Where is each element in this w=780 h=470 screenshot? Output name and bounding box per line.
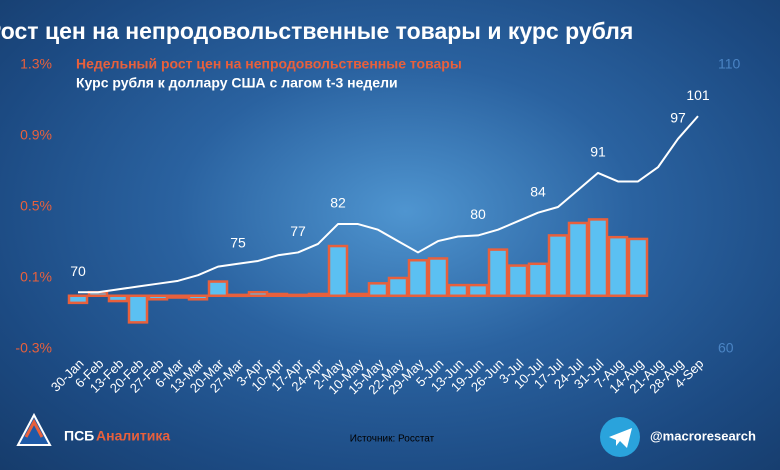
bar bbox=[267, 292, 289, 298]
bar bbox=[247, 290, 269, 298]
y-tick-label: 0.5% bbox=[20, 198, 52, 214]
legend-entry: Недельный рост цен на непродовольственны… bbox=[76, 56, 462, 72]
brand: ПСБ bbox=[64, 428, 94, 444]
legend-entry: Курс рубля к доллару США с лагом t-3 нед… bbox=[76, 75, 398, 91]
y-tick-label: 1.3% bbox=[20, 56, 52, 72]
bar bbox=[307, 292, 329, 298]
data-label: 82 bbox=[330, 195, 346, 211]
data-label: 75 bbox=[230, 235, 246, 251]
bar bbox=[347, 292, 369, 298]
bar bbox=[427, 257, 449, 298]
data-label: 80 bbox=[470, 206, 486, 222]
bar bbox=[127, 294, 149, 324]
bar bbox=[187, 294, 209, 301]
bar bbox=[207, 280, 229, 297]
bar bbox=[447, 283, 469, 298]
bar bbox=[107, 294, 129, 303]
data-label: 97 bbox=[670, 110, 686, 126]
bar bbox=[67, 294, 89, 305]
bar bbox=[567, 221, 589, 298]
bar bbox=[407, 259, 429, 297]
handle: @macroresearch bbox=[650, 428, 756, 443]
bar bbox=[327, 244, 349, 298]
line bbox=[78, 115, 699, 294]
chart-title: Рост цен на непродовольственные товары и… bbox=[0, 18, 633, 44]
bar bbox=[167, 294, 189, 299]
bar bbox=[607, 235, 629, 298]
data-label: 101 bbox=[686, 87, 710, 103]
bar bbox=[507, 264, 529, 298]
data-label: 91 bbox=[590, 144, 606, 160]
data-label: 70 bbox=[70, 263, 86, 279]
y-tick-label: 0.1% bbox=[20, 269, 52, 285]
y-tick-label: 0.9% bbox=[20, 127, 52, 143]
bar bbox=[547, 234, 569, 297]
data-label: 77 bbox=[290, 223, 306, 239]
telegram-icon bbox=[600, 417, 640, 457]
bar bbox=[467, 283, 489, 298]
bar bbox=[527, 262, 549, 297]
bar bbox=[147, 294, 169, 301]
y-tick-label: -0.3% bbox=[15, 340, 52, 356]
logo bbox=[16, 412, 52, 446]
bar bbox=[287, 293, 309, 298]
bar bbox=[227, 293, 249, 298]
bar bbox=[627, 237, 649, 297]
bar bbox=[387, 276, 409, 297]
brand-suffix: Аналитика bbox=[96, 428, 170, 444]
bar bbox=[367, 282, 389, 298]
source: Источник: Росстат bbox=[350, 434, 435, 445]
bar bbox=[587, 218, 609, 297]
y2-tick-label: 60 bbox=[718, 340, 734, 356]
y2-tick-label: 110 bbox=[718, 56, 741, 72]
data-label: 84 bbox=[530, 183, 546, 199]
bar bbox=[487, 248, 509, 298]
